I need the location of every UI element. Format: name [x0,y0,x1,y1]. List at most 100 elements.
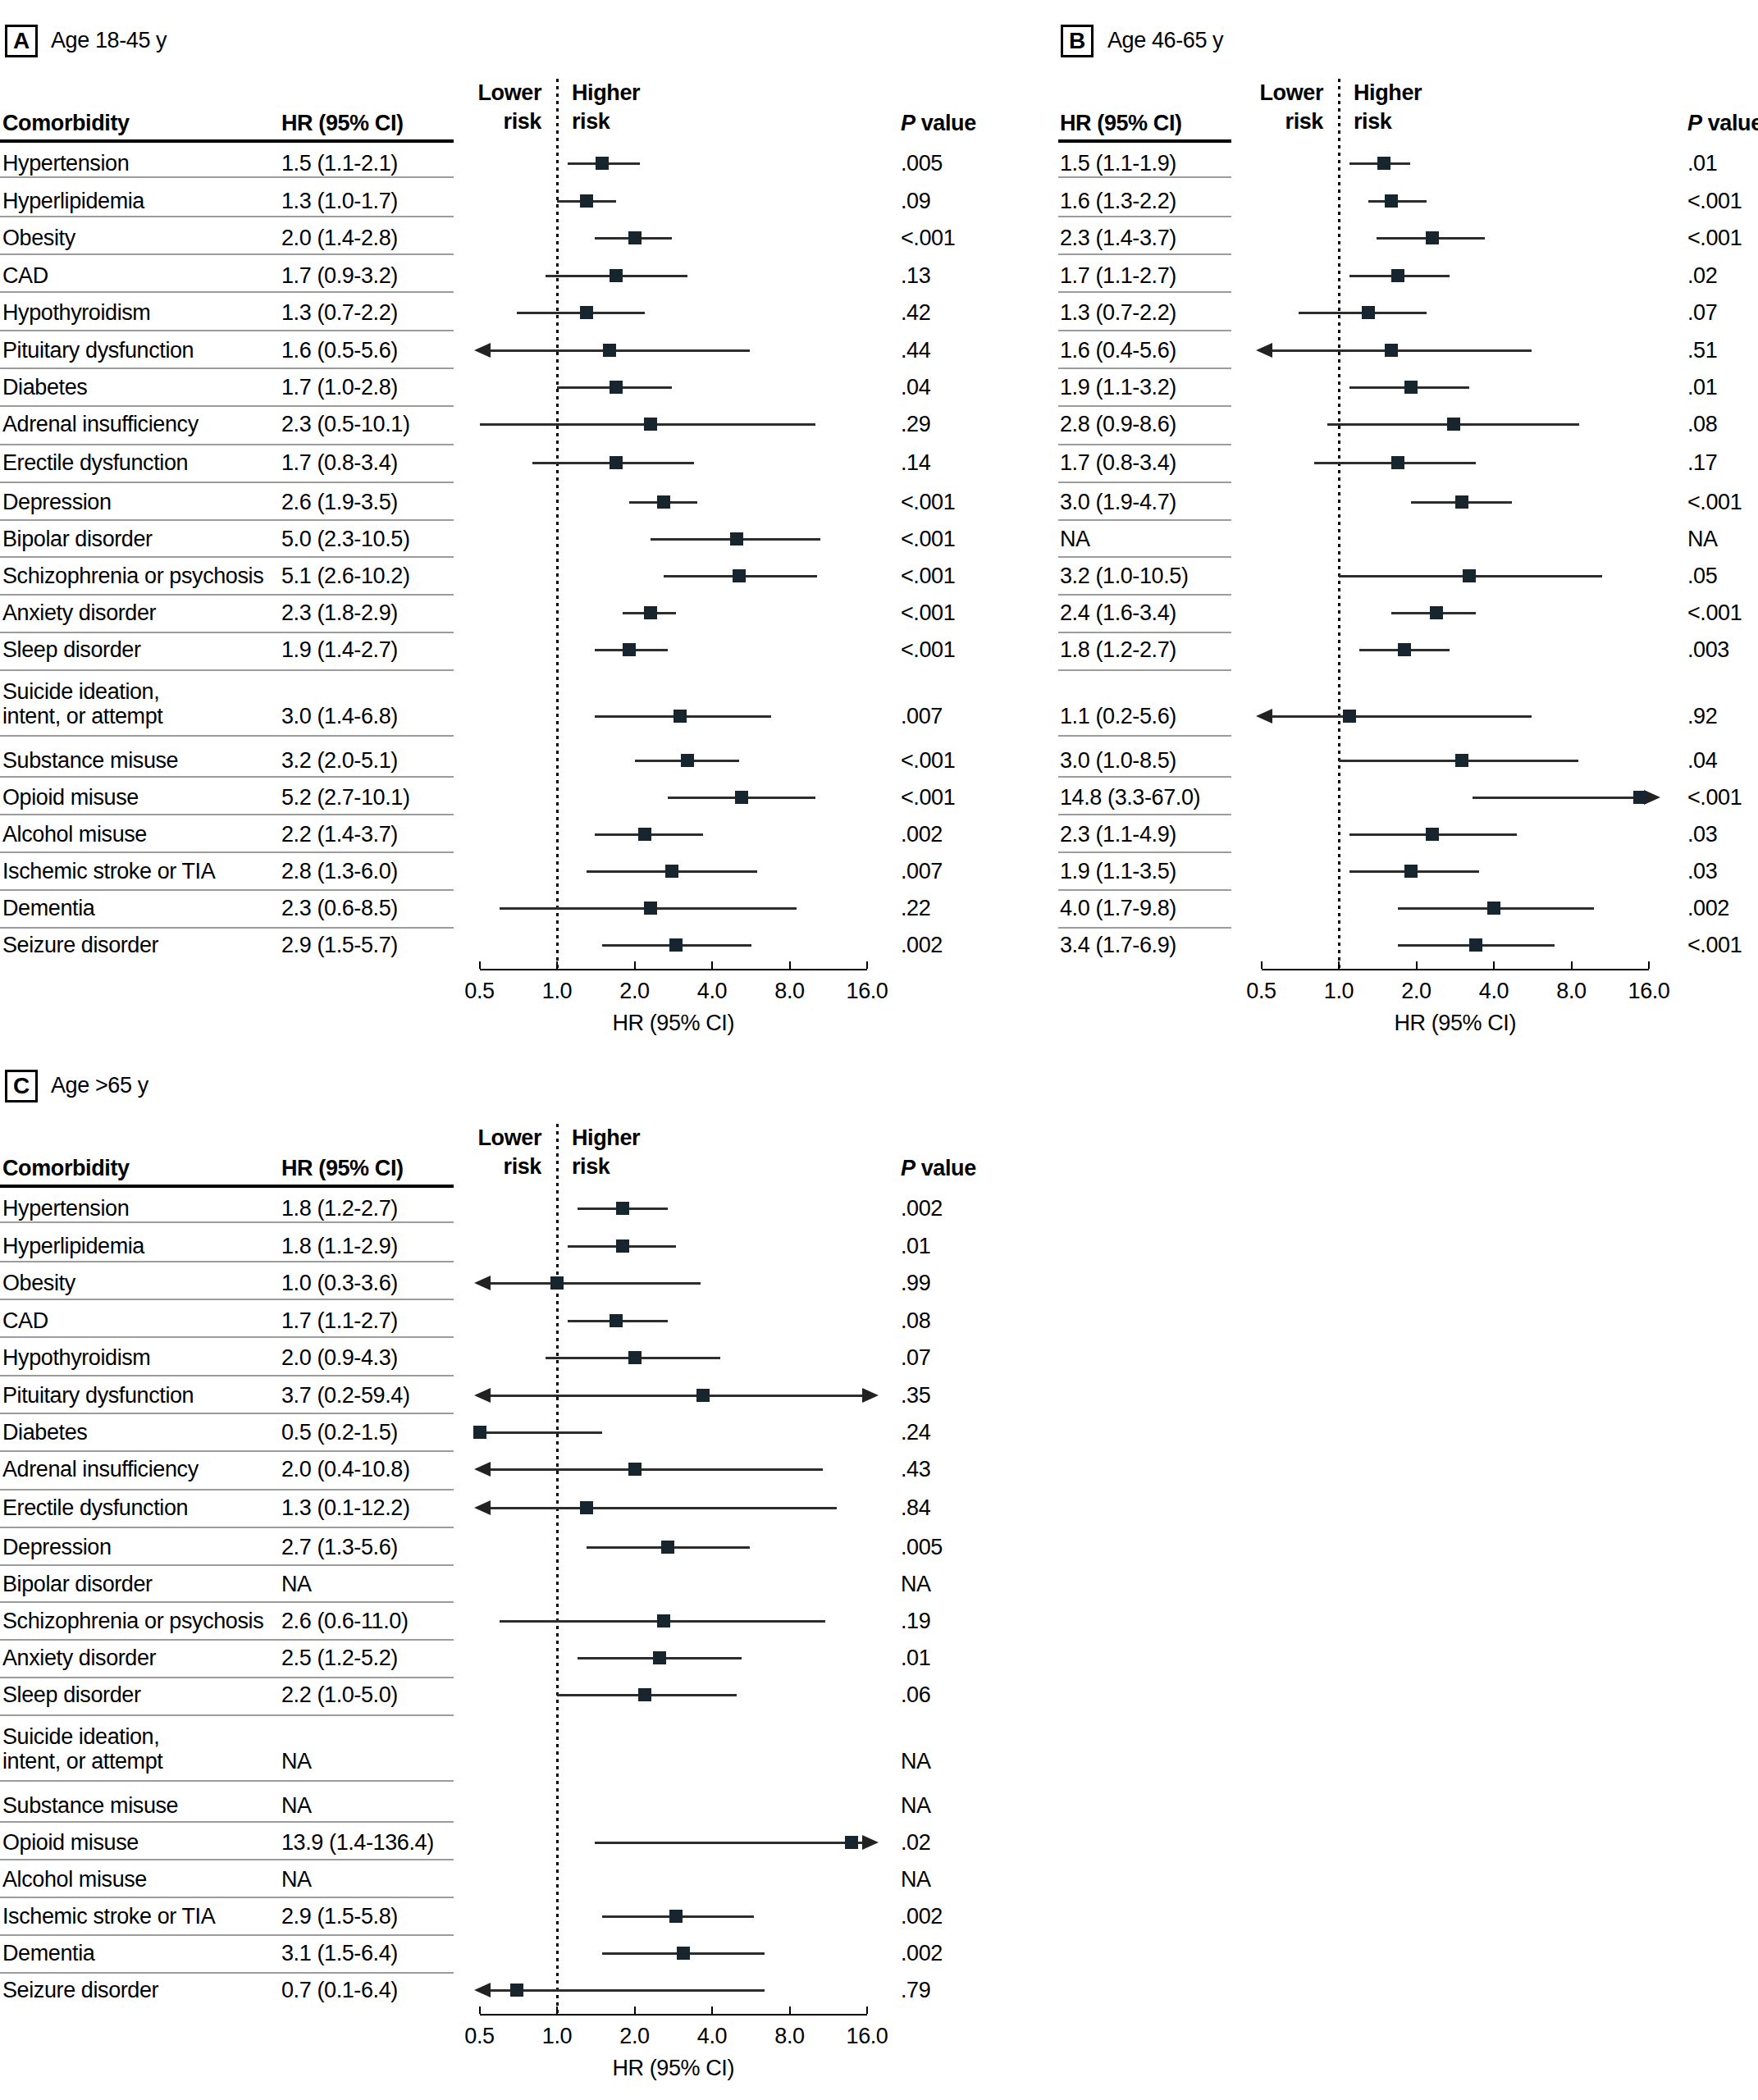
p-value: .13 [901,263,930,288]
row-label: Seizure disorder [2,1978,158,2002]
hr-marker [657,495,670,509]
hr-marker [1391,269,1404,282]
hr-marker [610,381,623,394]
row-separator [1058,291,1231,293]
hr-marker [1455,754,1468,767]
higher-risk-label: Higher [1354,80,1422,105]
hr-ci-header: HR (95% CI) [281,1156,404,1180]
row-separator [1058,482,1231,483]
hr-marker [681,754,694,767]
x-axis-title: HR (95% CI) [1394,1011,1516,1035]
hr-value: 2.5 (1.2-5.2) [281,1646,398,1670]
x-axis-tick-label: 1.0 [1324,979,1354,1003]
row-label: Obesity [2,226,75,250]
row-separator [1058,927,1231,929]
p-value: .01 [1687,151,1717,176]
hr-ci-header: HR (95% CI) [281,111,404,135]
hr-value: 1.8 (1.2-2.7) [1060,637,1176,662]
row-separator [1058,253,1231,255]
ci-arrow-left [474,1983,491,1997]
hr-value: 3.4 (1.7-6.9) [1060,933,1176,957]
panel-c-label-box: C [5,1070,38,1102]
p-value: <.001 [901,637,955,662]
row-separator [0,1413,454,1414]
row-separator [0,1934,454,1936]
hr-value: 1.7 (1.0-2.8) [281,375,398,399]
x-axis-tick-label: 8.0 [774,2024,804,2048]
row-label: Alcohol misuse [2,822,147,847]
p-value: .005 [901,151,943,176]
ci-arrow-left [474,1462,491,1477]
header-rule [0,139,454,143]
row-separator [0,594,454,596]
row-label: Erectile dysfunction [2,1495,188,1520]
hr-value: 2.0 (0.4-10.8) [281,1457,410,1481]
x-axis-tick [1338,961,1340,969]
hr-value: 3.7 (0.2-59.4) [281,1383,410,1408]
p-value-header: P value [901,1156,976,1180]
p-value: .07 [1687,300,1717,325]
p-value: .002 [901,822,943,847]
row-label: Schizophrenia or psychosis [2,1609,263,1633]
p-value: <.001 [901,490,955,514]
hr-marker [669,1910,683,1923]
hr-value: NA [1060,527,1090,551]
p-value: <.001 [1687,600,1742,625]
hr-value: 1.9 (1.4-2.7) [281,637,398,662]
lower-risk-label: risk [504,109,541,134]
p-value-header-italic: P [901,1156,916,1180]
hr-marker [1391,456,1404,469]
p-value: <.001 [901,600,955,625]
comorbidity-header: Comorbidity [2,111,130,135]
p-value: .07 [901,1345,930,1370]
hr-value: 3.0 (1.9-4.7) [1060,490,1176,514]
row-separator [1058,632,1231,633]
hr-marker [1362,306,1375,319]
row-label: Sleep disorder [2,1682,141,1707]
hr-value: 1.7 (1.1-2.7) [281,1308,398,1333]
row-separator [1058,889,1231,891]
hr-value: 5.0 (2.3-10.5) [281,527,410,551]
ci-line [491,1395,865,1397]
row-label: Substance misuse [2,748,178,773]
p-value: <.001 [901,748,955,773]
hr-value: 14.8 (3.3-67.0) [1060,785,1200,810]
row-label: Erectile dysfunction [2,450,188,475]
lower-risk-label: Lower [1259,80,1323,105]
hr-marker [644,902,657,915]
ci-arrow-right [862,1835,879,1850]
row-separator [0,405,454,407]
p-value-header: P value [901,111,976,135]
ci-arrow-left [474,343,491,358]
row-label: Dementia [2,896,94,920]
hr-marker [580,306,593,319]
row-label: CAD [2,1308,48,1333]
row-separator [1058,669,1231,671]
panel-title: Age >65 y [51,1073,148,1098]
p-value-header: P value [1687,111,1758,135]
row-separator [0,889,454,891]
hr-value: 3.2 (2.0-5.1) [281,748,398,773]
p-value: .05 [1687,564,1717,588]
row-label: Opioid misuse [2,785,139,810]
forest-plot-figure: AAge 18-45 yComorbidityHR (95% CI)P valu… [0,0,1758,2100]
hr-marker [644,606,657,619]
row-separator [0,1375,454,1376]
row-separator [0,253,454,255]
ci-line [480,1431,603,1434]
hr-marker [623,643,636,656]
row-separator [0,851,454,853]
x-axis-tick [789,2006,791,2014]
hr-marker [603,344,616,357]
hr-marker [1385,344,1398,357]
row-label: Ischemic stroke or TIA [2,1904,215,1929]
p-value: .002 [1687,896,1729,920]
hr-marker [638,1688,651,1701]
p-value: .44 [901,338,930,363]
row-label: Opioid misuse [2,1830,139,1855]
x-axis-tick [556,2006,558,2014]
hr-marker [596,157,609,170]
hr-marker [1398,643,1411,656]
ci-line [1473,797,1646,799]
p-value: .02 [901,1830,930,1855]
